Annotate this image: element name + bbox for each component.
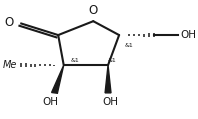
Text: &1: &1 [108,58,117,63]
Text: OH: OH [180,30,196,40]
Text: &1: &1 [71,58,80,63]
Text: &1: &1 [125,43,133,48]
Polygon shape [105,65,111,93]
Text: O: O [5,16,14,29]
Text: Me: Me [3,60,18,70]
Text: OH: OH [43,97,59,107]
Text: OH: OH [102,97,118,107]
Polygon shape [52,65,64,93]
Text: O: O [89,4,98,17]
